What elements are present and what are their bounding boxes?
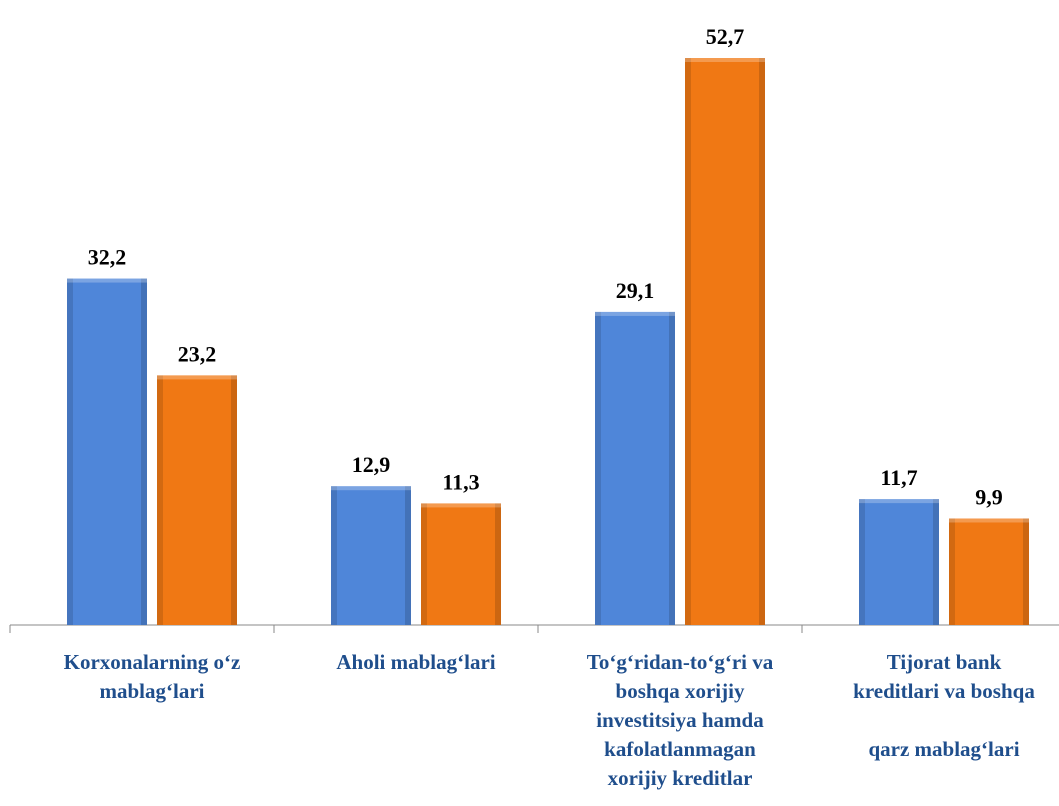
value-label: 12,9 <box>352 452 391 477</box>
bar-shade <box>685 58 691 625</box>
bar-highlight <box>331 486 411 491</box>
bar <box>595 311 675 625</box>
x-tick-label: Aholi mablag‘lari <box>336 650 496 674</box>
bar-highlight <box>67 278 147 283</box>
bar <box>421 503 501 625</box>
bar-shade <box>759 58 765 625</box>
value-label: 29,1 <box>616 278 655 303</box>
bar <box>157 375 237 625</box>
bar <box>949 518 1029 625</box>
value-label: 11,3 <box>442 469 479 494</box>
value-label: 9,9 <box>975 484 1003 509</box>
x-tick-label: Korxonalarning o‘z mablag‘lari <box>63 650 241 703</box>
bar-shade <box>157 375 163 625</box>
value-label: 32,2 <box>88 245 127 270</box>
bar-shade <box>405 486 411 625</box>
bar-highlight <box>595 311 675 316</box>
bar-shade <box>949 518 955 625</box>
bar-shade <box>67 278 73 625</box>
bar-shade <box>933 499 939 625</box>
value-label: 23,2 <box>178 341 217 366</box>
bar-highlight <box>859 499 939 504</box>
x-tick-label: Tijorat bank kreditlari va boshqa qarz m… <box>853 650 1035 761</box>
bar-shade <box>595 311 601 625</box>
bar <box>685 58 765 625</box>
bar <box>859 499 939 625</box>
bar-shade <box>859 499 865 625</box>
x-tick-label: To‘g‘ridan-to‘g‘ri va boshqa xorijiy inv… <box>586 650 774 790</box>
bar-shade <box>669 311 675 625</box>
bar-highlight <box>949 518 1029 523</box>
bar <box>67 278 147 625</box>
value-label: 11,7 <box>880 465 917 490</box>
bar-shade <box>141 278 147 625</box>
bar-shade <box>1023 518 1029 625</box>
bar-highlight <box>421 503 501 508</box>
bar-shade <box>231 375 237 625</box>
bar <box>331 486 411 625</box>
bar-shade <box>421 503 427 625</box>
bar-shade <box>495 503 501 625</box>
bar-highlight <box>157 375 237 380</box>
value-label: 52,7 <box>706 24 745 49</box>
bar-shade <box>331 486 337 625</box>
bar-highlight <box>685 58 765 62</box>
